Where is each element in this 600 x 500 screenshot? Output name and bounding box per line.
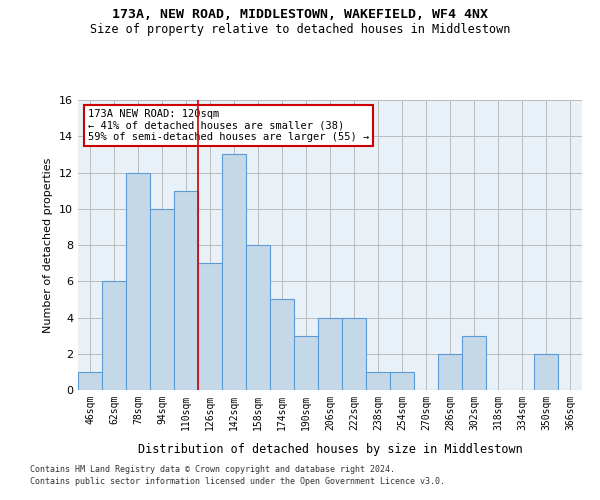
Bar: [174, 190, 198, 390]
Bar: [462, 336, 486, 390]
Bar: [270, 300, 294, 390]
Text: Distribution of detached houses by size in Middlestown: Distribution of detached houses by size …: [137, 442, 523, 456]
Bar: [342, 318, 366, 390]
Bar: [102, 281, 126, 390]
Bar: [294, 336, 318, 390]
Bar: [534, 354, 558, 390]
Bar: [126, 172, 150, 390]
Text: Contains HM Land Registry data © Crown copyright and database right 2024.: Contains HM Land Registry data © Crown c…: [30, 466, 395, 474]
Bar: [150, 209, 174, 390]
Y-axis label: Number of detached properties: Number of detached properties: [43, 158, 53, 332]
Bar: [246, 245, 270, 390]
Text: 173A, NEW ROAD, MIDDLESTOWN, WAKEFIELD, WF4 4NX: 173A, NEW ROAD, MIDDLESTOWN, WAKEFIELD, …: [112, 8, 488, 20]
Text: 173A NEW ROAD: 120sqm
← 41% of detached houses are smaller (38)
59% of semi-deta: 173A NEW ROAD: 120sqm ← 41% of detached …: [88, 108, 370, 142]
Bar: [366, 372, 390, 390]
Text: Size of property relative to detached houses in Middlestown: Size of property relative to detached ho…: [90, 22, 510, 36]
Bar: [438, 354, 462, 390]
Bar: [198, 263, 222, 390]
Bar: [78, 372, 102, 390]
Bar: [222, 154, 246, 390]
Bar: [390, 372, 414, 390]
Bar: [318, 318, 342, 390]
Text: Contains public sector information licensed under the Open Government Licence v3: Contains public sector information licen…: [30, 477, 445, 486]
